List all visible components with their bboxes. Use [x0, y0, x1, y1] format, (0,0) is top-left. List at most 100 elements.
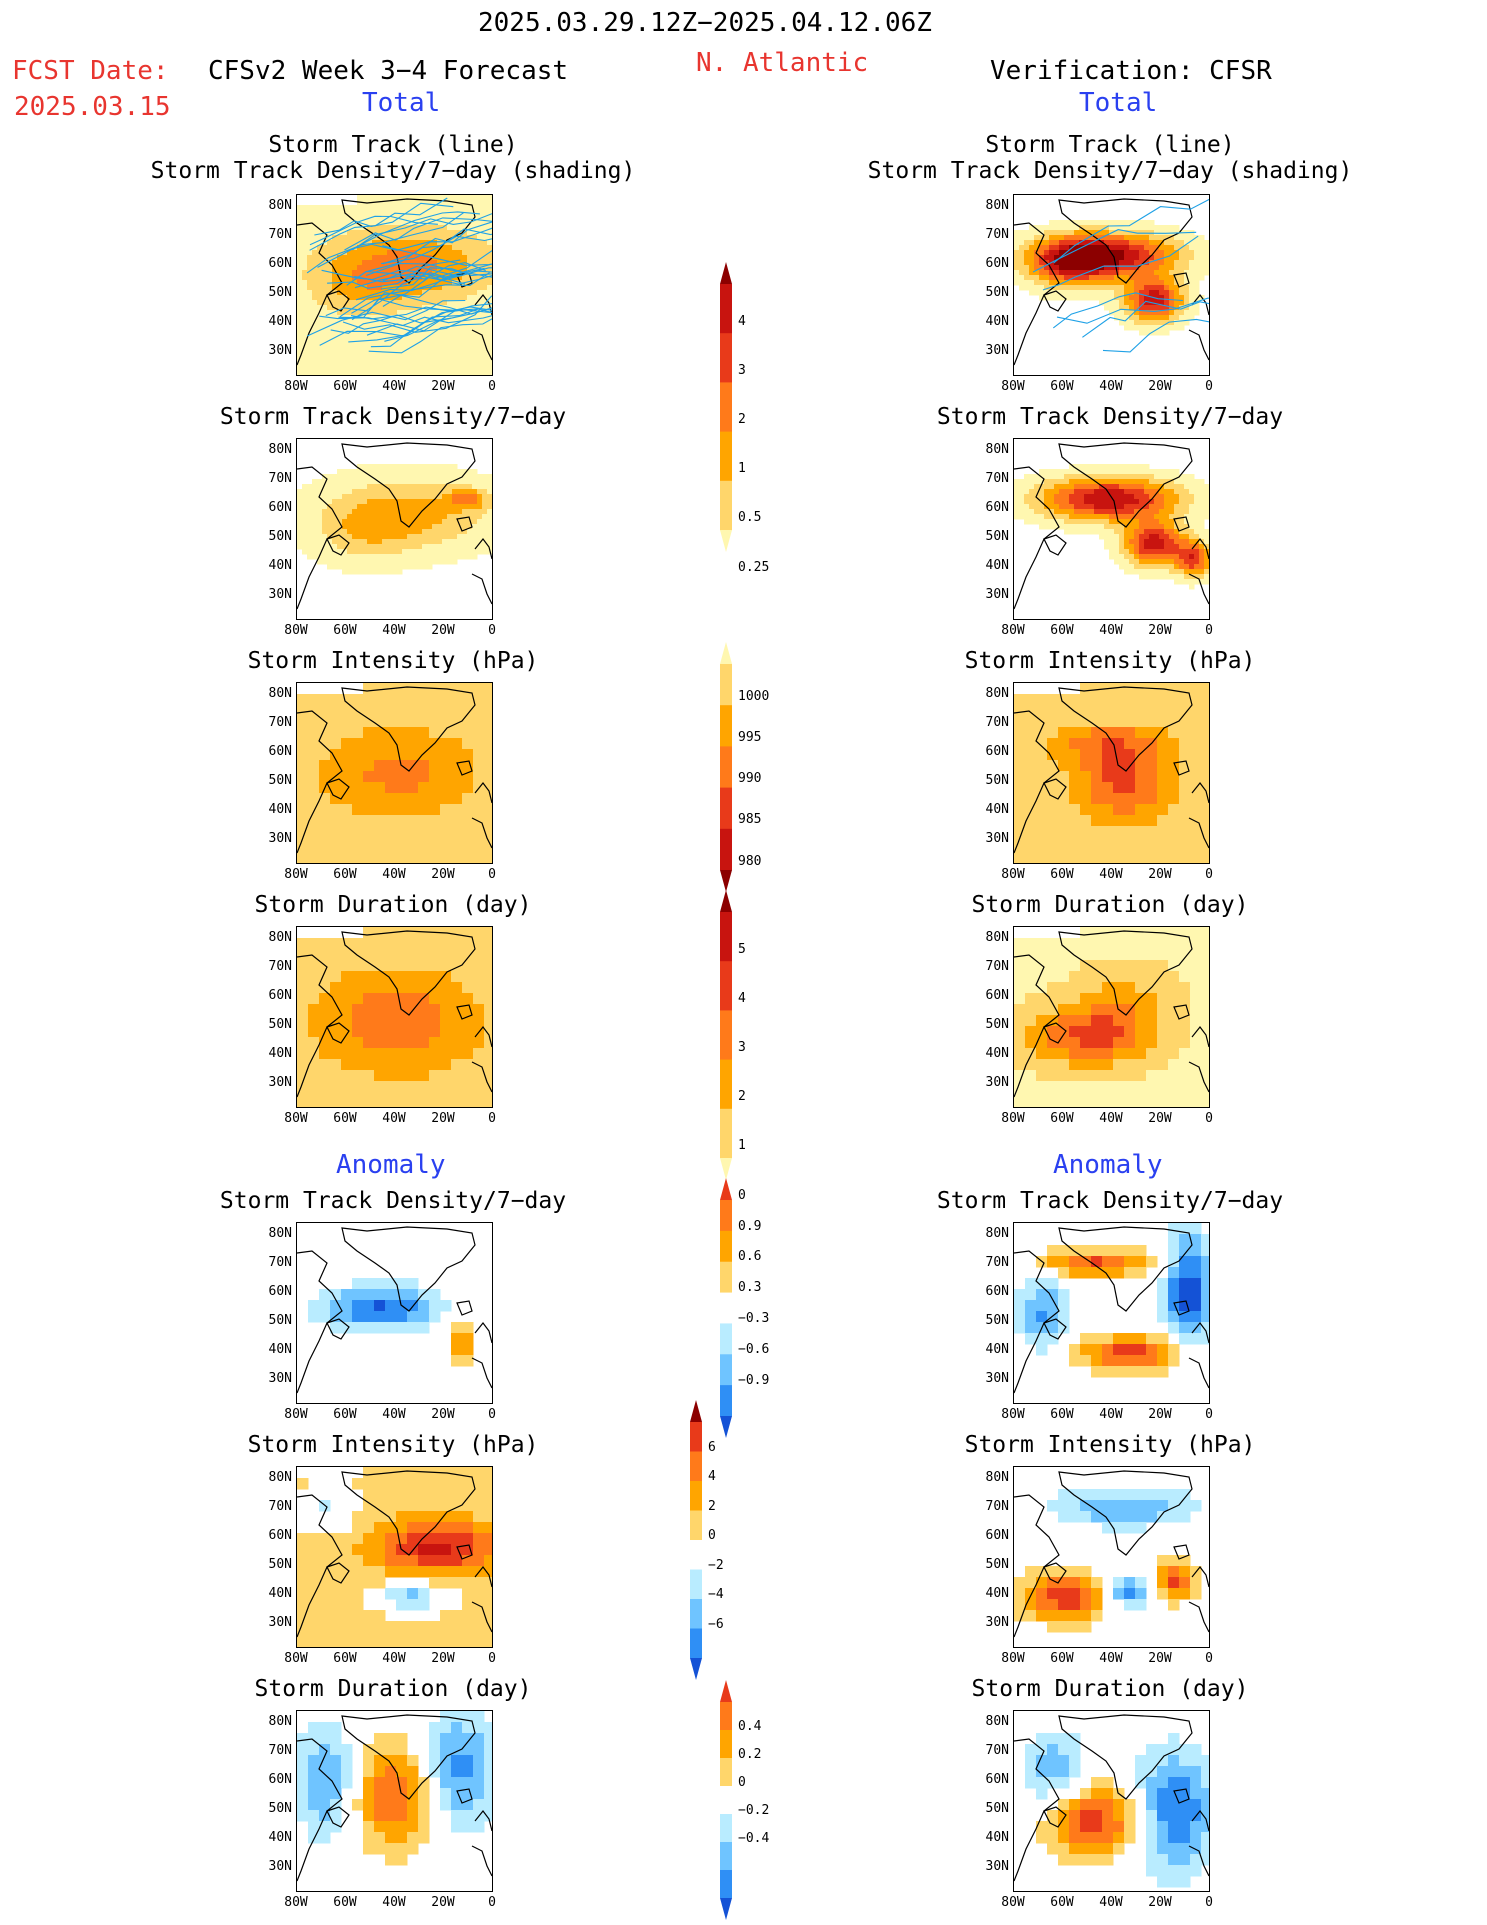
field-cell [297, 1048, 309, 1060]
field-cell [1113, 826, 1125, 838]
field-cell [1201, 826, 1209, 838]
field-cell [442, 350, 448, 356]
field-cell [1179, 1267, 1191, 1279]
field-cell [382, 225, 388, 231]
field-cell [472, 524, 478, 530]
field-cell [1168, 1026, 1180, 1038]
field-cell [1119, 494, 1125, 500]
field-cell [1154, 474, 1160, 480]
field-cell [1058, 1048, 1070, 1060]
field-cell [473, 1081, 485, 1093]
field-cell [297, 285, 303, 291]
field-cell [1129, 474, 1135, 480]
field-cell [1079, 220, 1085, 226]
field-cell [407, 1015, 419, 1027]
field-cell [427, 315, 433, 321]
field-cell [1168, 1289, 1180, 1301]
field-cell [437, 494, 443, 500]
field-cell [1194, 554, 1200, 560]
field-cell [1029, 509, 1035, 515]
field-cell [1189, 494, 1195, 500]
field-cell [372, 300, 378, 306]
field-cell [1109, 280, 1115, 286]
field-cell [1124, 270, 1130, 276]
field-cell [297, 350, 303, 356]
field-cell [427, 340, 433, 346]
field-cell [1134, 474, 1140, 480]
field-cell [432, 310, 438, 316]
field-cell [432, 370, 438, 375]
field-cell [1039, 295, 1045, 301]
field-cell [387, 340, 393, 346]
field-cell [487, 365, 492, 371]
field-cell [387, 564, 393, 570]
field-cell [312, 489, 318, 495]
field-cell [312, 285, 318, 291]
coastline [341, 686, 476, 772]
field-cell [307, 270, 313, 276]
field-cell [1179, 235, 1185, 241]
field-cell [1036, 804, 1048, 816]
field-cell [1134, 569, 1140, 575]
field-cell [1084, 509, 1090, 515]
field-cell [1084, 474, 1090, 480]
field-cell [1179, 504, 1185, 510]
field-cell [1069, 705, 1081, 717]
field-cell [427, 370, 433, 375]
field-cell [1089, 489, 1095, 495]
field-cell [327, 524, 333, 530]
field-cell [1084, 255, 1090, 261]
field-cell [374, 760, 386, 772]
field-cell [484, 1026, 492, 1038]
field-cell [442, 529, 448, 535]
field-cell [402, 200, 408, 206]
field-cell [307, 529, 313, 535]
field-cell [319, 1004, 331, 1016]
field-cell [1119, 225, 1125, 231]
field-cell [429, 1311, 441, 1323]
field-cell [1139, 305, 1145, 311]
field-cell [322, 265, 328, 271]
field-cell [362, 564, 368, 570]
field-cell [487, 225, 492, 231]
field-cell [1169, 265, 1175, 271]
field-cell [317, 295, 323, 301]
field-cell [357, 524, 363, 530]
field-cell [322, 225, 328, 231]
field-cell [1059, 494, 1065, 500]
field-cell [1029, 235, 1035, 241]
field-cell [462, 1070, 474, 1082]
field-cell [1124, 235, 1130, 241]
field-cell [432, 529, 438, 535]
field-cell [297, 1081, 309, 1093]
field-cell [337, 479, 343, 485]
field-cell [1164, 250, 1170, 256]
field-cell [1064, 275, 1070, 281]
field-cell [1091, 1256, 1103, 1268]
field-cell [1124, 1070, 1136, 1082]
field-cell [1135, 1004, 1147, 1016]
field-cell [1129, 250, 1135, 256]
field-cell [1025, 1070, 1037, 1082]
field-cell [472, 275, 478, 281]
field-cell [352, 360, 358, 366]
field-cell [1047, 1333, 1059, 1345]
field-cell [1159, 325, 1165, 331]
field-cell [1129, 295, 1135, 301]
field-cell [1064, 295, 1070, 301]
coastline [297, 710, 343, 854]
field-cell [367, 350, 373, 356]
field-cell [472, 240, 478, 246]
field-cell [1159, 250, 1165, 256]
field-cell [317, 215, 323, 221]
field-cell [1204, 489, 1209, 495]
field-cell [330, 982, 342, 994]
field-cell [437, 315, 443, 321]
field-cell [1074, 469, 1080, 475]
field-cell [1124, 927, 1136, 939]
field-cell [1091, 738, 1103, 750]
field-cell [1146, 694, 1158, 706]
field-cell [1190, 1103, 1202, 1107]
field-cell [477, 290, 483, 296]
field-cell [1174, 529, 1180, 535]
